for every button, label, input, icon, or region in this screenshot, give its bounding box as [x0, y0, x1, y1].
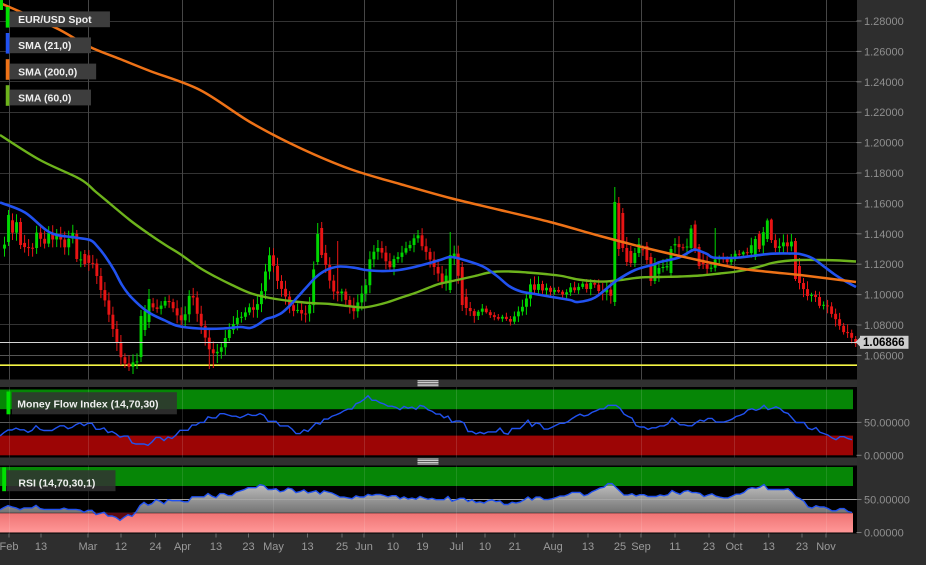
svg-text:21: 21	[509, 541, 521, 553]
svg-text:1.08000: 1.08000	[864, 320, 904, 332]
svg-text:Jun: Jun	[355, 541, 373, 553]
svg-text:Apr: Apr	[174, 541, 191, 553]
svg-text:0.00000: 0.00000	[864, 450, 904, 462]
svg-text:Jul: Jul	[449, 541, 463, 553]
svg-text:19: 19	[416, 541, 428, 553]
svg-text:Nov: Nov	[816, 541, 836, 553]
svg-text:1.28000: 1.28000	[864, 16, 904, 28]
svg-text:1.16000: 1.16000	[864, 198, 904, 210]
svg-text:12: 12	[115, 541, 127, 553]
svg-text:Oct: Oct	[725, 541, 742, 553]
svg-text:23: 23	[703, 541, 715, 553]
svg-text:13: 13	[763, 541, 775, 553]
svg-text:25: 25	[614, 541, 626, 553]
svg-text:1.26000: 1.26000	[864, 46, 904, 58]
svg-text:10: 10	[387, 541, 399, 553]
svg-text:25: 25	[336, 541, 348, 553]
svg-text:SMA (200,0): SMA (200,0)	[18, 66, 77, 78]
svg-text:50.00000: 50.00000	[864, 417, 910, 429]
svg-text:11: 11	[669, 541, 680, 553]
svg-text:1.14000: 1.14000	[864, 229, 904, 241]
svg-text:RSI (14,70,30,1): RSI (14,70,30,1)	[18, 477, 95, 489]
svg-text:10: 10	[479, 541, 491, 553]
svg-text:23: 23	[242, 541, 254, 553]
svg-text:13: 13	[35, 541, 47, 553]
svg-text:Mar: Mar	[79, 541, 98, 553]
svg-text:0.00000: 0.00000	[864, 528, 904, 540]
svg-text:1.22000: 1.22000	[864, 107, 904, 119]
svg-text:1.20000: 1.20000	[864, 138, 904, 150]
svg-text:SMA (21,0): SMA (21,0)	[18, 40, 71, 52]
svg-text:Money Flow Index (14,70,30): Money Flow Index (14,70,30)	[17, 399, 158, 411]
svg-text:50.00000: 50.00000	[864, 495, 910, 507]
svg-text:Sep: Sep	[631, 541, 651, 553]
svg-text:13: 13	[210, 541, 222, 553]
svg-text:1.06866: 1.06866	[863, 337, 905, 349]
svg-text:23: 23	[796, 541, 808, 553]
svg-text:1.12000: 1.12000	[864, 259, 904, 271]
svg-text:13: 13	[582, 541, 594, 553]
svg-text:1.10000: 1.10000	[864, 290, 904, 302]
svg-text:May: May	[263, 541, 284, 553]
svg-text:13: 13	[301, 541, 313, 553]
svg-text:SMA (60,0): SMA (60,0)	[18, 92, 71, 104]
svg-text:Aug: Aug	[543, 541, 563, 553]
svg-text:Feb: Feb	[0, 541, 18, 553]
svg-text:EUR/USD Spot: EUR/USD Spot	[18, 14, 92, 26]
svg-text:1.06000: 1.06000	[864, 350, 904, 362]
svg-text:24: 24	[149, 541, 161, 553]
svg-text:1.24000: 1.24000	[864, 77, 904, 89]
svg-text:1.18000: 1.18000	[864, 168, 904, 180]
